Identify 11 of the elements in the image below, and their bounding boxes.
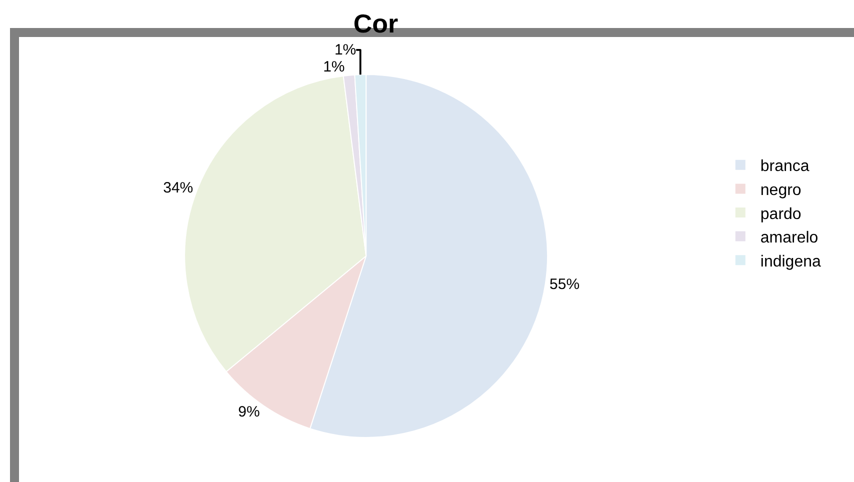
legend-label: amarelo	[760, 230, 818, 247]
data-label: 55%	[550, 276, 580, 294]
legend-label: pardo	[760, 206, 802, 223]
data-label: 1%	[334, 41, 356, 58]
legend-label: negro	[760, 182, 802, 199]
chart-title: Cor	[353, 8, 398, 39]
legend-label: indigena	[760, 253, 821, 270]
legend-label: branca	[760, 158, 810, 176]
data-label: 1%	[323, 58, 345, 76]
data-label: 9%	[238, 403, 260, 420]
data-label: 34%	[163, 180, 194, 197]
